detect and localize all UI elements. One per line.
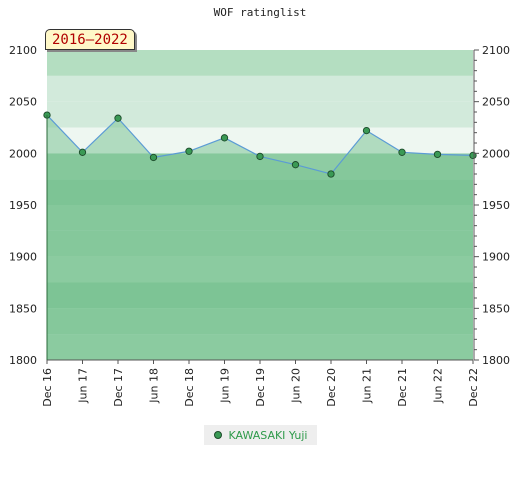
y-tick-labels-right: 1800 1850 1900 1950 2000 2050 2100	[482, 44, 510, 367]
x-tick-label: Dec 19	[254, 368, 267, 407]
y-tick-label-right: 1800	[482, 354, 510, 367]
y-tick-label-right: 1900	[482, 251, 510, 264]
y-tick-label-left: 1950	[9, 199, 37, 212]
points-layer	[43, 111, 477, 178]
area-layer	[47, 115, 473, 360]
y-tick-label-left: 1850	[9, 302, 37, 315]
legend-marker-icon	[213, 431, 222, 439]
axes-layer	[46, 49, 479, 364]
x-tick-label: Dec 20	[325, 368, 338, 407]
x-tick-label: Dec 17	[112, 368, 125, 407]
y-tick-label-right: 2100	[482, 44, 510, 57]
y-tick-label-left: 2000	[9, 147, 37, 160]
x-tick-label: Dec 16	[41, 368, 54, 407]
band	[47, 101, 473, 128]
data-point	[291, 161, 300, 169]
x-tick-label: Jun 18	[148, 368, 161, 404]
data-point	[398, 148, 406, 156]
y-tick-label-left: 2100	[9, 44, 37, 57]
y-tick-label-right: 2000	[482, 147, 510, 160]
data-point	[114, 114, 122, 122]
series-area	[47, 115, 473, 360]
y-tick-label-right: 2050	[482, 96, 510, 109]
date-range-badge: 2016–2022	[45, 29, 135, 50]
x-tick-label: Dec 21	[396, 368, 409, 407]
x-tick-label: Jun 21	[361, 368, 374, 404]
data-point	[327, 170, 335, 178]
data-point	[78, 148, 87, 156]
y-tick-labels-left: 1800 1850 1900 1950 2000 2050 2100	[9, 44, 37, 367]
data-point	[362, 126, 371, 135]
x-tick-label: Jun 20	[290, 368, 303, 404]
x-tick-label: Jun 19	[219, 368, 232, 404]
x-tick-label: Jun 17	[77, 368, 90, 404]
y-tick-label-right: 1850	[482, 302, 510, 315]
x-tick-labels: Dec 16 Jun 17 Dec 17 Jun 18 Dec 18 Jun 19 Dec …	[41, 368, 480, 407]
data-point	[220, 134, 229, 142]
y-tick-label-left: 2050	[9, 96, 37, 109]
x-tick-label: Jun 22	[432, 368, 445, 404]
chart-title: WOF ratinglist	[213, 6, 307, 19]
data-point	[149, 153, 158, 162]
x-tick-label: Dec 18	[183, 368, 196, 407]
y-tick-label-left: 1800	[9, 354, 37, 367]
band	[47, 75, 473, 102]
y-tick-label-right: 1950	[482, 199, 510, 212]
y-tick-label-left: 1900	[9, 251, 37, 264]
legend[interactable]: KAWASAKI Yuji	[204, 425, 317, 445]
legend-label: KAWASAKI Yuji	[228, 428, 308, 442]
data-point	[185, 147, 193, 155]
data-point	[256, 152, 264, 161]
x-tick-label: Dec 22	[467, 368, 480, 407]
band	[47, 50, 473, 76]
data-point	[433, 150, 442, 159]
